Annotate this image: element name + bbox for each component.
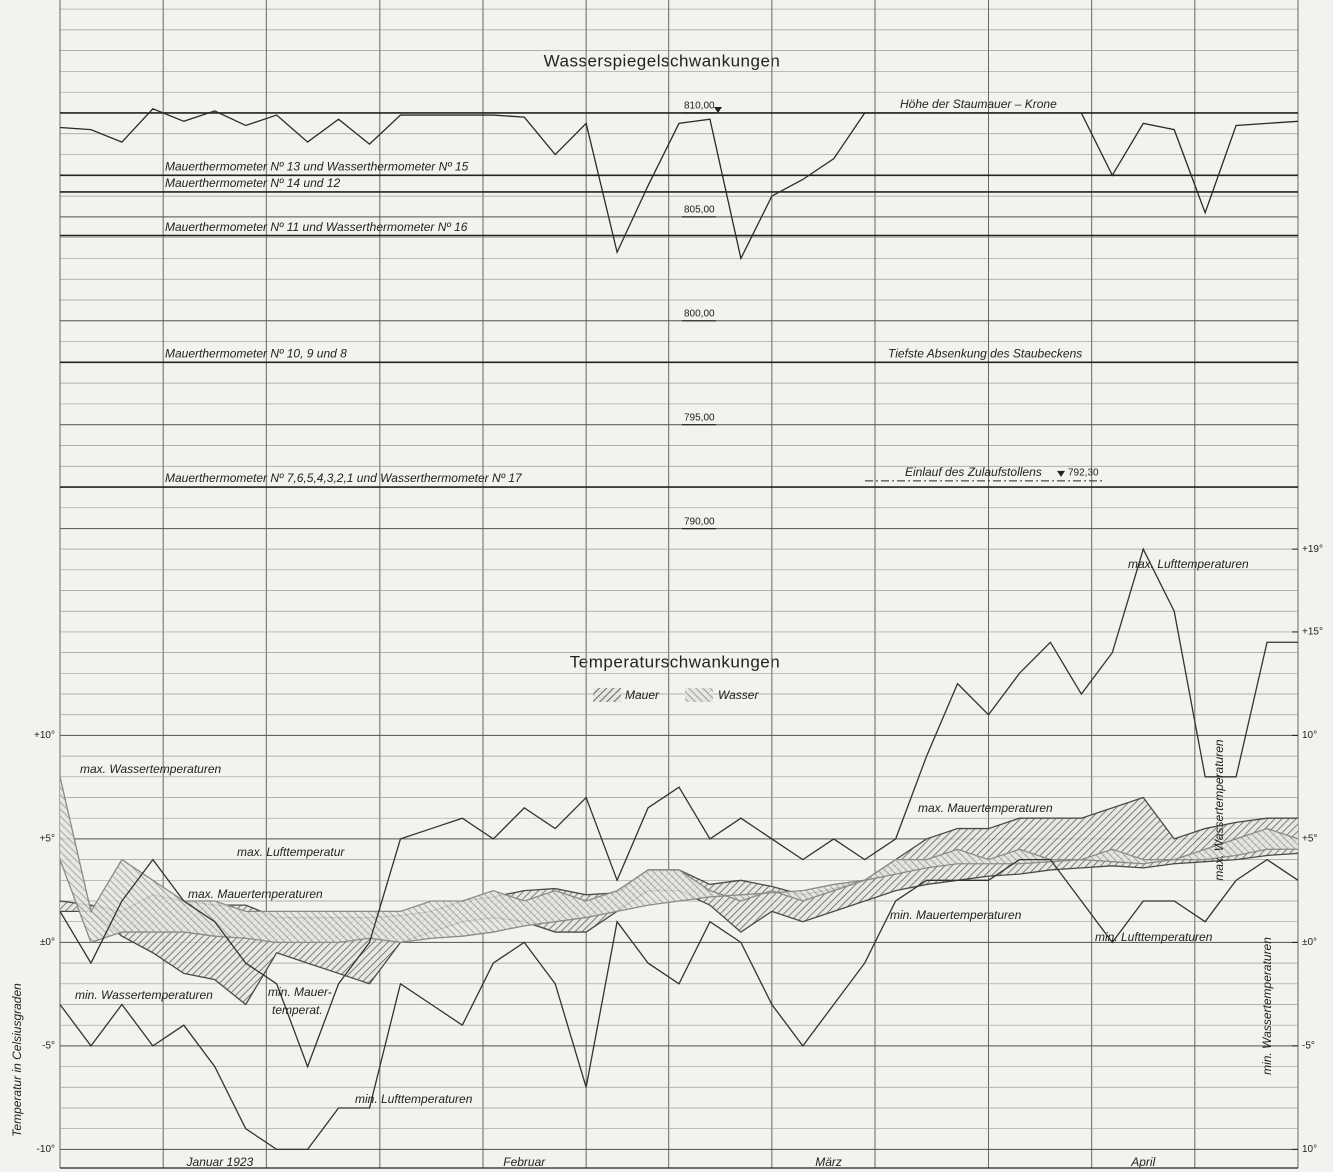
air-temperature-line [59,858,1299,1151]
level-marker [1057,470,1065,477]
y-axis-title: Temperatur in Celsiusgraden [10,983,24,1137]
band-min-line [59,848,1298,944]
series-label: min. Mauertemperaturen [890,908,1022,922]
x-month-label: Januar 1923 [186,1155,254,1169]
water-level-line [59,108,1299,261]
series-label: min. Lufttemperaturen [1095,930,1213,944]
annotation: Mauerthermometer Nº 13 und Wasserthermom… [165,160,469,174]
x-month-label: Februar [503,1155,546,1169]
y2-tick-label: 10° [1302,730,1317,741]
series-label: max. Mauertemperaturen [188,887,323,901]
annotation: min. Wassertemperaturen [1260,937,1274,1075]
y2-tick-label: +19° [1302,544,1323,555]
chart-title: Wasserspiegelschwankungen [544,51,781,70]
y-tick-label: 790,00 [684,516,715,527]
annotation: max. Lufttemperatur [237,845,345,859]
annotation: Mauerthermometer Nº 7,6,5,4,3,2,1 und Wa… [165,471,523,485]
annotation: max. Mauertemperaturen [918,801,1053,815]
series-label: max. Lufttemperaturen [1128,557,1249,571]
y-tick-label: +5° [40,834,55,845]
annotation: Mauerthermometer Nº 14 und 12 [165,176,340,190]
series-label: min. Wassertemperaturen [75,988,213,1002]
y-tick-label: 810,00 [684,101,715,112]
band-fill [60,776,1298,943]
y-tick-label: 795,00 [684,412,715,423]
legend-label: Wasser [718,688,759,702]
crown-marker [714,106,722,113]
x-month-label: März [815,1155,842,1169]
legend-label: Mauer [625,688,660,702]
annotation: Einlauf des Zulaufstollens [905,465,1042,479]
x-month-label: April [1130,1155,1155,1169]
y2-tick-label: ±0° [1302,937,1317,948]
chart-title: Temperaturschwankungen [570,652,780,671]
legend-swatch [685,688,713,702]
series-label: max. Wassertemperaturen [80,762,221,776]
y2-tick-label: +5° [1302,834,1317,845]
y2-tick-label: 10° [1302,1144,1317,1155]
y-tick-label: -10° [37,1144,55,1155]
annotation: max. Wassertemperaturen [1212,739,1226,880]
y-tick-label: -5° [42,1041,55,1052]
annotation: temperat. [272,1003,323,1017]
y-tick-label: 805,00 [684,205,715,216]
y-tick-label: 800,00 [684,308,715,319]
level-label: 792,30 [1068,467,1099,478]
annotation: Tiefste Absenkung des Staubeckens [888,347,1082,361]
annotation: Höhe der Staumauer – Krone [900,97,1057,111]
y-tick-label: ±0° [40,937,55,948]
annotation: min. Lufttemperaturen [355,1092,473,1106]
y-tick-label: +10° [34,730,55,741]
y2-tick-label: -5° [1302,1041,1315,1052]
band-max-line [59,776,1299,914]
legend-swatch [593,688,621,702]
annotation: Mauerthermometer Nº 11 und Wasserthermom… [165,220,468,234]
y2-tick-label: +15° [1302,627,1323,638]
band-fill [60,797,1298,1005]
annotation: Mauerthermometer Nº 10, 9 und 8 [165,347,347,361]
air-temperature-line [59,547,1298,1069]
annotation: min. Mauer- [268,985,332,999]
